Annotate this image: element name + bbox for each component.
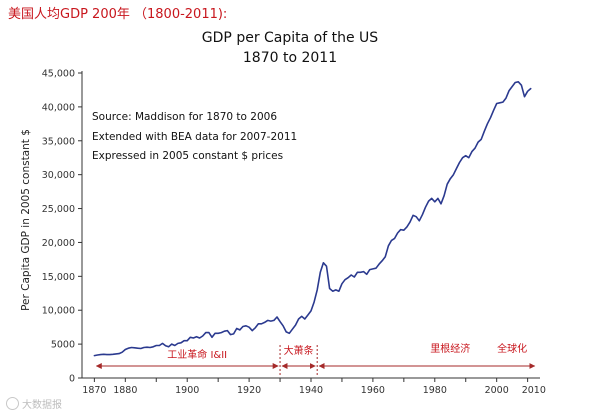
- era-label-industrial: 工业革命 I&II: [167, 348, 227, 361]
- chart-subtitle: 1870 to 2011: [242, 50, 338, 66]
- x-tick-label: 1980: [423, 385, 447, 396]
- era-annotations: 工业革命 I&II 大萧条 里根经济 全球化: [95, 342, 536, 376]
- y-tick-label: 25,000: [42, 204, 75, 215]
- x-tick-label: 1920: [237, 385, 261, 396]
- x-tick-label: 2000: [485, 385, 509, 396]
- source-note-2: Extended with BEA data for 2007-2011: [92, 130, 298, 143]
- x-tick-label: 1900: [175, 385, 199, 396]
- y-tick-label: 0: [69, 374, 75, 385]
- x-tick-label: 1960: [361, 385, 385, 396]
- watermark: 大数据报: [6, 396, 62, 411]
- x-tick-label: 1940: [299, 385, 323, 396]
- y-tick-label: 5000: [51, 340, 75, 351]
- source-note-3: Expressed in 2005 constant $ prices: [92, 150, 284, 162]
- chart-title: GDP per Capita of the US: [201, 30, 379, 46]
- series-layer: [93, 81, 532, 357]
- y-axis: 0 5000 10,000 15,000 20,000 25,000 30,000 35,00…: [42, 69, 83, 385]
- era-label-depression: 大萧条: [284, 344, 314, 357]
- era-label-globalization: 全球化: [497, 342, 527, 355]
- x-tick-label: 1870: [82, 385, 106, 396]
- chart-title-block: GDP per Capita of the US 1870 to 2011: [170, 28, 410, 68]
- watermark-logo-icon: [6, 397, 19, 410]
- x-tick-label: 1880: [113, 385, 137, 396]
- y-tick-label: 30,000: [42, 170, 75, 181]
- y-tick-label: 20,000: [42, 238, 75, 249]
- y-tick-label: 35,000: [42, 136, 75, 147]
- source-notes: Source: Maddison for 1870 to 2006 Extend…: [92, 108, 297, 167]
- y-tick-label: 40,000: [42, 102, 75, 113]
- y-tick-label: 45,000: [42, 69, 75, 80]
- page-header-title: 美国人均GDP 200年 （1800-2011):: [8, 7, 228, 22]
- gdp-series-line: [93, 81, 532, 357]
- source-note-1: Source: Maddison for 1870 to 2006: [92, 111, 278, 123]
- x-axis: 1870 1880 1900 1920 1940 1960 1980 2000 2010: [82, 377, 546, 396]
- era-label-reaganomics: 里根经济: [430, 342, 470, 355]
- x-tick-label: 2010: [522, 385, 546, 396]
- y-tick-label: 10,000: [42, 306, 75, 317]
- watermark-text: 大数据报: [22, 400, 62, 411]
- y-tick-label: 15,000: [42, 272, 75, 283]
